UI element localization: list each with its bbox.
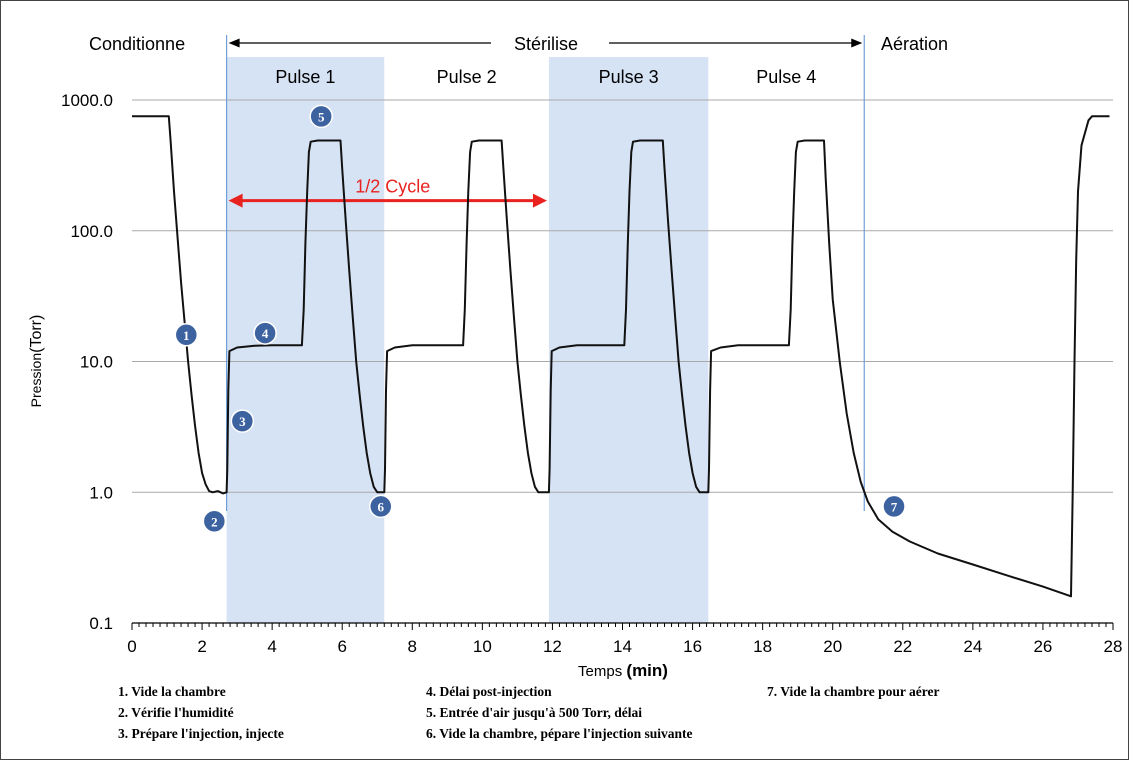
pressure-curve-1 [132,115,1110,598]
legend-item-6: 6. Vide la chambre, pépare l'injection s… [426,726,693,741]
step-marker-6 [369,494,393,519]
x-tick-label-24: 24 [963,637,982,656]
step-marker-label-2: 2 [211,514,218,529]
pulse-label-1: Pulse 1 [275,67,335,87]
phase-label-conditionne: Conditionne [89,34,185,54]
x-tick-label-2: 2 [197,637,206,656]
x-tick-label-6: 6 [337,637,346,656]
half-cycle-arrow-left-head [228,193,243,208]
y-tick-label-3: 100.0 [70,222,113,241]
legend-item-7: 7. Vide la chambre pour aérer [767,684,940,699]
y-tick-label-2: 10.0 [80,353,113,372]
x-tick-label-14: 14 [613,637,632,656]
phase-label-aeration: Aération [881,34,948,54]
x-tick-label-16: 16 [683,637,702,656]
step-marker-label-3: 3 [239,414,246,429]
x-tick-label-8: 8 [408,637,417,656]
x-tick-label-18: 18 [753,637,772,656]
x-tick-label-0: 0 [127,637,136,656]
legend-item-4: 4. Délai post-injection [426,684,552,699]
legend-item-3: 3. Prépare l'injection, injecte [118,726,284,741]
pressure-chart: 0 2 4 6 8 10 12 14 16 18 20 22 24 26 280.11.010.0100.0… [28,34,1123,680]
y-tick-label-1: 1.0 [89,483,113,502]
x-tick-label-4: 4 [267,637,276,656]
sterilise-arrow-right-head [851,38,863,48]
x-tick-label-20: 20 [823,637,842,656]
phase-label-sterilise: Stérilise [514,34,578,54]
step-marker-label-6: 6 [378,499,385,514]
step-marker-3 [230,409,255,433]
half-cycle-label: 1/2 Cycle [355,177,430,197]
half-cycle-arrow-right-head [532,193,547,208]
y-tick-label-4: 1000.0 [61,91,113,110]
step-marker-1 [174,323,199,347]
x-tick-label-28: 28 [1104,637,1123,656]
x-tick-label-26: 26 [1033,637,1052,656]
pulse-label-3: Pulse 3 [599,67,659,87]
step-marker-7 [882,494,906,519]
step-marker-4 [253,321,277,345]
legend-item-2: 2. Vérifie l'humidité [118,705,234,720]
legend-item-1: 1. Vide la chambre [118,684,226,699]
y-axis-title: Pression(Torr) [28,315,45,408]
step-marker-label-1: 1 [183,328,190,343]
legend-column-2: 4. Délai post-injection 5. Entrée d'air … [426,681,693,744]
pulse-band-3 [548,57,709,623]
x-tick-label-10: 10 [473,637,492,656]
step-marker-label-5: 5 [318,109,325,124]
x-tick-label-22: 22 [893,637,912,656]
legend: 1. Vide la chambre 2. Vérifie l'humidité… [1,681,1129,761]
step-marker-label-7: 7 [891,499,898,514]
y-tick-label-0: 0.1 [89,614,113,633]
step-marker-label-4: 4 [262,326,269,341]
step-marker-5 [309,104,333,129]
pulse-label-2: Pulse 2 [437,67,497,87]
sterilise-arrow-left-head [228,38,240,48]
legend-column-3: 7. Vide la chambre pour aérer [767,681,940,702]
legend-column-1: 1. Vide la chambre 2. Vérifie l'humidité… [118,681,284,744]
step-marker-2 [202,509,227,534]
x-tick-label-12: 12 [543,637,562,656]
legend-item-5: 5. Entrée d'air jusqu'à 500 Torr, délai [426,705,643,720]
pulse-band-1 [226,57,385,623]
pulse-label-4: Pulse 4 [756,67,816,87]
x-axis-title: Temps (min) [578,661,668,680]
